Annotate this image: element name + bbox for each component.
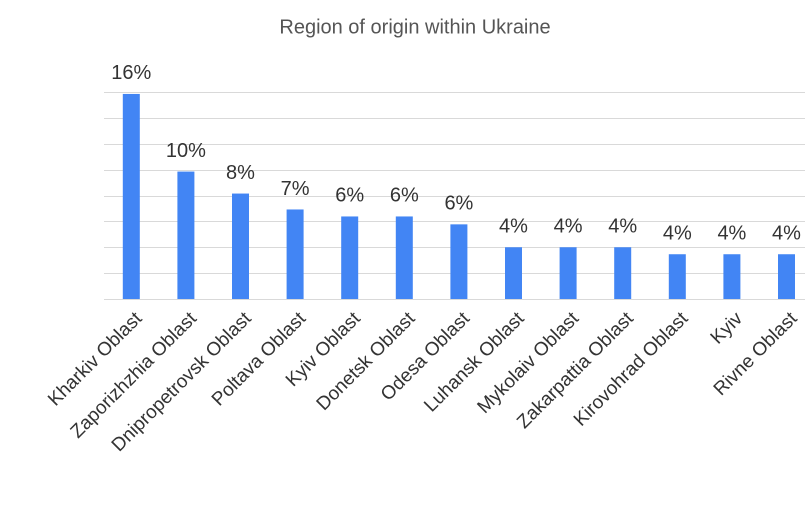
bar <box>177 171 195 299</box>
bar <box>232 193 249 299</box>
x-tick-label: Kharkiv Oblast <box>44 308 147 411</box>
bar <box>341 216 359 299</box>
value-label: 4% <box>499 216 528 238</box>
value-label: 4% <box>554 216 583 238</box>
x-tick-label: Kyiv <box>707 308 748 349</box>
value-label: 7% <box>281 178 310 200</box>
x-tick-label: Luhansk Oblast <box>420 308 529 417</box>
bar <box>614 247 632 299</box>
x-tick-label: Poltava Oblast <box>208 308 311 411</box>
bar <box>450 224 468 299</box>
bar <box>668 254 686 299</box>
bar <box>505 247 522 299</box>
value-label: 6% <box>335 185 364 207</box>
x-tick-label: Donetsk Oblast <box>313 308 420 415</box>
bar <box>122 93 140 299</box>
value-label: 4% <box>663 223 692 245</box>
value-label: 4% <box>772 223 801 245</box>
value-label: 4% <box>608 216 637 238</box>
value-label: 6% <box>444 193 473 215</box>
bar <box>286 209 304 299</box>
value-label: 16% <box>111 62 151 84</box>
bar <box>559 247 577 299</box>
value-label: 8% <box>226 162 255 184</box>
value-label: 4% <box>717 223 746 245</box>
value-label: 10% <box>166 140 206 162</box>
value-label: 6% <box>390 185 419 207</box>
bar <box>723 254 741 299</box>
bar <box>778 254 795 299</box>
bar <box>395 216 413 299</box>
chart-title: Region of origin within Ukraine <box>279 16 550 38</box>
